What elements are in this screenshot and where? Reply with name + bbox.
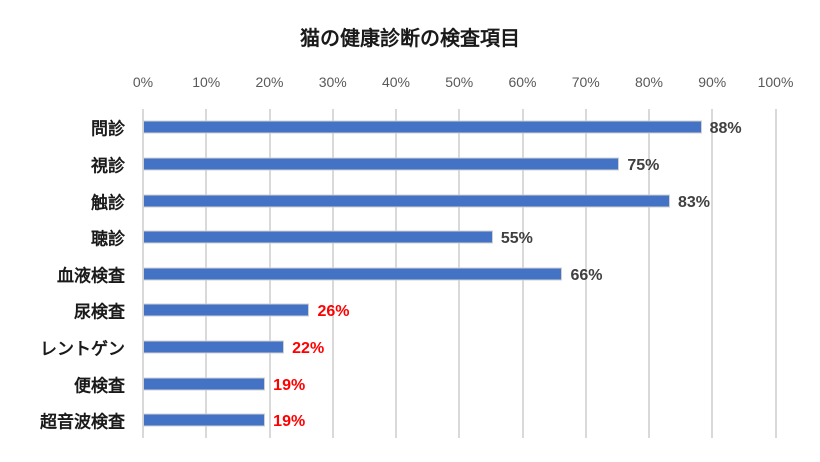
category-label: 血液検査 bbox=[57, 266, 125, 287]
bar bbox=[143, 413, 266, 427]
bar bbox=[143, 267, 563, 281]
data-label: 55% bbox=[500, 230, 533, 248]
category-label: 視診 bbox=[91, 156, 125, 177]
chart-title: 猫の健康診断の検査項目 bbox=[300, 26, 520, 50]
gridline bbox=[648, 109, 650, 438]
bar bbox=[143, 230, 493, 244]
gridline bbox=[584, 109, 587, 438]
data-label: 19% bbox=[273, 376, 306, 394]
x-tick-label: 50% bbox=[445, 74, 474, 90]
x-tick-label: 30% bbox=[318, 74, 347, 90]
category-label: 超音波検査 bbox=[40, 412, 125, 433]
gridline bbox=[711, 109, 714, 438]
data-label: 22% bbox=[292, 339, 325, 357]
data-label: 75% bbox=[627, 156, 660, 174]
bar bbox=[143, 194, 670, 207]
data-label: 66% bbox=[570, 266, 603, 284]
category-label: 触診 bbox=[91, 193, 125, 213]
bar bbox=[143, 120, 702, 134]
x-tick-label: 60% bbox=[508, 74, 537, 90]
x-tick-label: 40% bbox=[381, 74, 411, 90]
x-tick-label: 10% bbox=[192, 74, 221, 90]
category-label: 尿検査 bbox=[74, 302, 125, 323]
x-tick-label: 0% bbox=[132, 74, 154, 90]
bar bbox=[143, 303, 310, 317]
data-label: 88% bbox=[709, 120, 742, 138]
gridline bbox=[774, 109, 777, 438]
x-tick-label: 70% bbox=[571, 74, 600, 90]
category-label: 問診 bbox=[91, 119, 125, 140]
category-label: 便検査 bbox=[74, 376, 125, 396]
x-tick-label: 80% bbox=[634, 74, 664, 90]
data-label: 26% bbox=[317, 303, 350, 321]
data-label: 19% bbox=[273, 413, 306, 431]
x-tick-label: 20% bbox=[255, 74, 284, 90]
category-label: レントゲン bbox=[40, 339, 125, 360]
bar bbox=[143, 377, 266, 390]
bar bbox=[143, 157, 620, 171]
data-label: 83% bbox=[677, 193, 710, 211]
bar bbox=[143, 340, 285, 354]
category-label: 聴診 bbox=[91, 229, 125, 250]
x-tick-label: 90% bbox=[698, 74, 727, 90]
x-tick-label: 100% bbox=[757, 74, 794, 90]
